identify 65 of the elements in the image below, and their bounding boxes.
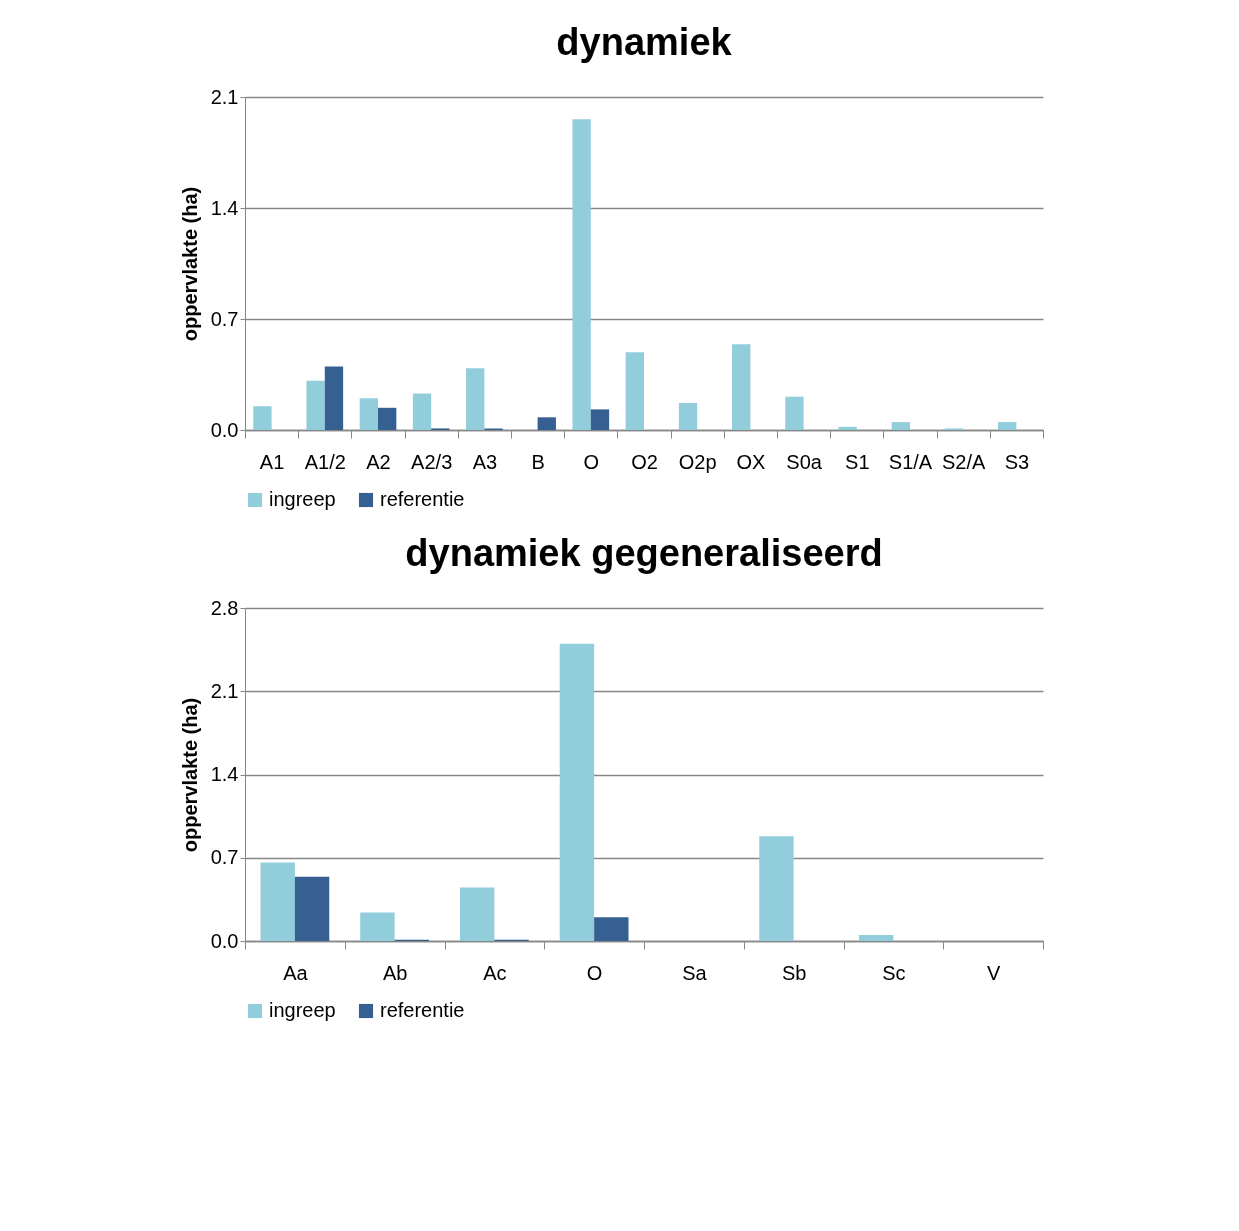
- legend-label: ingreep: [269, 488, 336, 510]
- bar: [732, 344, 751, 430]
- bar: [785, 396, 804, 430]
- bar: [858, 935, 894, 941]
- bar: [559, 643, 595, 941]
- x-tick-label: O2: [631, 450, 658, 473]
- y-axis-title: oppervlakte (ha): [178, 697, 201, 853]
- bar: [891, 422, 910, 430]
- y-tick-label: 1.4: [210, 196, 239, 219]
- x-tick-label: V: [986, 961, 1001, 984]
- bar: [625, 352, 644, 430]
- x-tick-label: S3: [1004, 450, 1030, 473]
- x-tick-label: Sc: [882, 961, 906, 984]
- bar: [678, 403, 698, 430]
- x-tick-label: S2/A: [942, 450, 987, 473]
- y-tick-label: 0.0: [210, 418, 239, 441]
- y-tick-label: 2.1: [210, 85, 239, 108]
- x-tick-label: Ac: [483, 961, 507, 984]
- x-tick-label: A2/3: [411, 450, 453, 473]
- bar: [294, 876, 330, 941]
- bar: [306, 380, 325, 430]
- bar: [253, 406, 272, 430]
- y-tick-label: 2.8: [210, 596, 239, 619]
- x-tick-label: Ab: [382, 961, 408, 984]
- legend-label: referentie: [380, 488, 465, 510]
- bar: [998, 422, 1017, 430]
- bar: [759, 836, 794, 941]
- bar: [838, 426, 857, 430]
- x-tick-label: Sb: [781, 961, 807, 984]
- x-tick-label: A1/2: [304, 450, 346, 473]
- bar: [412, 393, 432, 430]
- bar: [590, 409, 610, 430]
- chart-title: dynamiek: [556, 21, 733, 63]
- bar: [360, 912, 395, 941]
- x-tick-label: S1/A: [888, 450, 933, 473]
- x-tick-label: S1: [845, 450, 870, 473]
- y-tick-label: 1.4: [210, 763, 239, 785]
- legend-label: ingreep: [269, 999, 336, 1021]
- bar: [594, 917, 629, 941]
- y-axis-title: oppervlakte (ha): [178, 186, 201, 342]
- x-tick-label: B: [531, 450, 545, 473]
- bar: [572, 119, 591, 430]
- bar: [466, 368, 485, 430]
- x-tick-label: Aa: [283, 961, 309, 984]
- y-tick-label: 0.7: [210, 307, 239, 330]
- x-tick-label: A2: [366, 450, 391, 473]
- x-tick-label: Sa: [682, 961, 708, 984]
- x-tick-label: A1: [259, 450, 285, 473]
- x-tick-label: S0a: [786, 450, 823, 473]
- y-tick-label: 0.7: [210, 846, 239, 869]
- x-tick-label: OX: [736, 450, 766, 473]
- bar: [260, 862, 295, 941]
- y-tick-label: 2.1: [210, 679, 239, 702]
- y-tick-label: 0.0: [210, 929, 239, 952]
- bar: [359, 398, 378, 430]
- x-tick-label: O: [586, 961, 603, 984]
- bar: [378, 407, 397, 430]
- bar: [537, 417, 556, 430]
- chart-title: dynamiek gegeneraliseerd: [405, 532, 883, 574]
- bar: [324, 366, 344, 430]
- legend-label: referentie: [380, 999, 465, 1021]
- bar: [459, 887, 495, 941]
- x-tick-label: O: [583, 450, 600, 473]
- x-tick-label: A3: [472, 450, 498, 473]
- x-tick-label: O2p: [678, 450, 717, 473]
